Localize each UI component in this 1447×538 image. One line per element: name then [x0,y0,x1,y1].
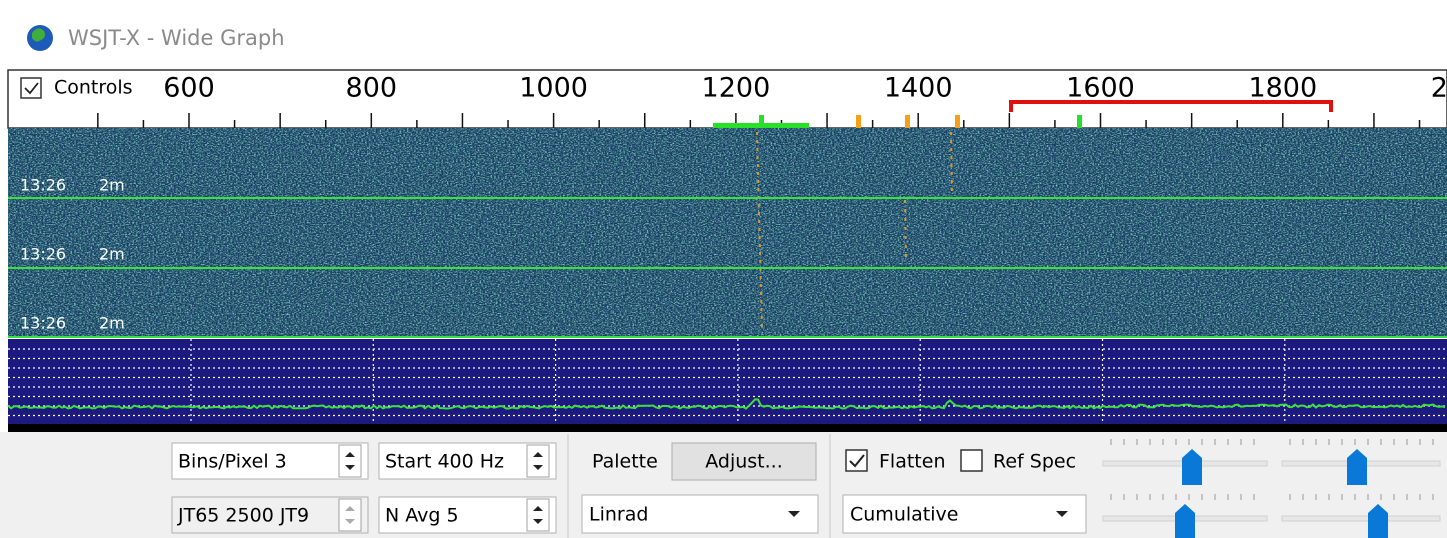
spectrum-bottom [8,424,1447,432]
flatten-label: Flatten [879,451,945,473]
spin-down [533,519,543,524]
title-bar [0,0,1447,70]
spin-up [345,506,355,511]
spin-up [345,452,355,457]
spin-down [533,465,543,470]
timestamp-period: 2m [99,176,125,195]
frequency-label: 2000 [1431,73,1447,104]
tx-marker [713,123,809,128]
check-mark [24,82,39,95]
frequency-label: 1400 [884,73,953,104]
frequency-label: 1600 [1066,73,1135,104]
bins-pixel-spinbox-text: Bins/Pixel 3 [178,451,287,473]
spin-up [533,506,543,511]
palette-label: Palette [592,451,658,473]
decode-marker [856,115,861,128]
timestamp-time: 13:26 [20,314,66,333]
spin-down [345,519,355,524]
adjust-button[interactable] [671,442,817,481]
bins-pixel-spinbox[interactable] [171,442,369,480]
signal-trace [756,131,763,331]
spectrum-line [7,398,1446,410]
decode-marker [955,115,960,128]
signal-trace [950,131,953,196]
window-title: WSJT-X - Wide Graph [68,26,285,50]
check-mark [849,454,865,468]
slider-handle[interactable] [1368,504,1388,538]
palette-combo[interactable] [581,494,819,534]
signal-trace [904,199,907,263]
slider-handle[interactable] [1175,504,1195,538]
tx-marker-center [759,115,764,125]
spin-up [533,452,543,457]
ref-spec-label: Ref Spec [993,451,1076,473]
slider-track [1281,515,1441,522]
frequency-label: 1200 [702,73,771,104]
ref-spec-checkbox[interactable] [960,449,983,472]
spin-buttons[interactable] [526,498,550,532]
dropdown-arrow [788,511,800,517]
mode-spinbox [171,496,369,534]
n-avg-spinbox-text: N Avg 5 [385,505,459,527]
controls-label: Controls [54,77,133,99]
spectrum-grid [8,339,1447,424]
frequency-label: 1800 [1248,73,1317,104]
palette-combo-text: Linrad [589,504,648,526]
rx-marker [1077,115,1082,128]
dropdown-arrow [1056,511,1068,517]
timestamp-time: 13:26 [20,176,66,195]
frequency-label: 600 [163,73,215,104]
controls-checkbox[interactable] [20,77,42,99]
frequency-label: 1000 [519,73,588,104]
waterfall-noise-dark [8,128,1447,338]
adjust-button-text: Adjust... [705,451,783,473]
spin-buttons[interactable] [338,444,362,478]
mode-spinbox-text: JT65 2500 JT9 [177,505,309,527]
rx-range-bracket [1009,100,1333,112]
slider-handle[interactable] [1347,449,1367,485]
spectrum-plot [8,339,1447,432]
spectrum-combo[interactable] [842,494,1087,534]
decode-marker [905,115,910,128]
slider-handle[interactable] [1182,449,1202,485]
frequency-label: 800 [346,73,398,104]
scale-ticks: 600 800 1000 1200 1400 1600 1800 2000 [97,73,1447,128]
timestamps: 13:26 2m 13:26 2m 13:26 2m [20,176,125,333]
spin-buttons [338,498,362,532]
spin-buttons[interactable] [526,444,550,478]
timestamp-period: 2m [99,314,125,333]
timestamp-period: 2m [99,245,125,264]
spectrum-combo-text: Cumulative [850,504,958,526]
start-spinbox-text: Start 400 Hz [385,451,504,473]
app-icon-land [32,28,45,42]
flatten-checkbox[interactable] [845,449,868,472]
timestamp-time: 13:26 [20,245,66,264]
spin-down [345,465,355,470]
